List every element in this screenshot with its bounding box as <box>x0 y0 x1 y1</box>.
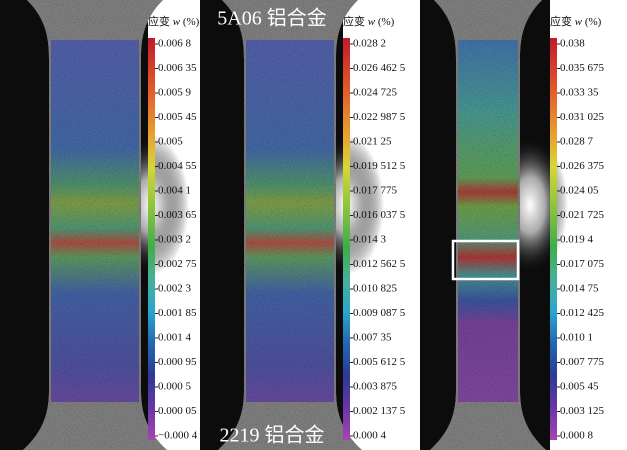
colorbar-tick-label: 0.003 125 <box>560 405 605 417</box>
strain-field <box>458 40 518 402</box>
colorbar-tick-label: 0.014 75 <box>560 283 599 295</box>
colorbar-tick-label: 0.010 1 <box>560 332 593 344</box>
colorbar-tick-label: 0.014 3 <box>353 234 387 246</box>
figure: 应变 w (%) 0.006 8 0.006 35 0.005 9 0.005 45 0.… <box>0 0 627 450</box>
colorbar-title-title: 应变 <box>148 14 170 28</box>
colorbar-tick-label: 0.007 775 <box>560 356 605 368</box>
colorbar-title-title: 应变 <box>550 14 572 28</box>
colorbar-tick-label: 0.028 7 <box>560 136 594 148</box>
colorbar-tick-label: 0.003 875 <box>353 381 398 393</box>
colorbar-tick-label: 0.022 987 5 <box>353 111 406 123</box>
colorbar-tick-label: 0.005 45 <box>158 111 197 123</box>
panel: 应变 w (%) 0.028 2 0.026 462 5 0.024 725 0.022… <box>200 0 406 450</box>
colorbar-tick-label: 0.000 5 <box>158 381 192 393</box>
colorbar-title-unit: (%) <box>582 16 602 28</box>
colorbar-tick-label: 0.035 675 <box>560 62 605 74</box>
colorbar-tick-label: 0.003 2 <box>158 234 191 246</box>
colorbar-tick-label: 0.005 45 <box>560 381 599 393</box>
colorbar-tick-label: 0.012 425 <box>560 307 605 319</box>
colorbar <box>343 38 350 440</box>
colorbar-tick-label: 0.005 9 <box>158 87 192 99</box>
colorbar-tick-label: 0.005 <box>158 136 183 148</box>
colorbar-tick-label: 0.026 462 5 <box>353 62 406 74</box>
colorbar-tick-label: 0.031 025 <box>560 111 605 123</box>
colorbar-tick-label: 0.024 725 <box>353 87 398 99</box>
colorbar-tick-label: 0.026 375 <box>560 160 605 172</box>
colorbar-tick-label: −0.000 4 <box>158 430 198 442</box>
colorbar-tick-label: 0.028 2 <box>353 38 386 50</box>
colorbar-tick-label: 0.002 137 5 <box>353 405 406 417</box>
colorbar-tick-label: 0.002 75 <box>158 258 197 270</box>
panel: 应变 w (%) 0.006 8 0.006 35 0.005 9 0.005 45 0.… <box>0 0 200 450</box>
colorbar-tick-label: 0.019 4 <box>560 234 594 246</box>
colorbar-tick-label: 0.017 075 <box>560 258 605 270</box>
colorbar-tick-label: 0.016 037 5 <box>353 209 406 221</box>
colorbar <box>148 38 155 440</box>
colorbar-tick-label: 0.010 825 <box>353 283 398 295</box>
alloy-label-top: 5A06 铝合金 <box>217 7 326 30</box>
colorbar-title-title: 应变 <box>343 14 365 28</box>
colorbar-tick-label: 0.006 8 <box>158 38 192 50</box>
colorbar <box>550 38 557 440</box>
colorbar-tick-label: 0.009 087 5 <box>353 307 406 319</box>
colorbar-tick-label: 0.007 35 <box>353 332 392 344</box>
alloy-label-bottom: 2219 铝合金 <box>220 424 325 447</box>
colorbar-tick-label: 0.017 775 <box>353 185 398 197</box>
colorbar-tick-label: 0.004 1 <box>158 185 191 197</box>
strain-field <box>51 40 139 402</box>
colorbar-tick-label: 0.033 35 <box>560 87 599 99</box>
colorbar-tick-label: 0.038 <box>560 38 585 50</box>
colorbar-tick-label: 0.000 05 <box>158 405 197 417</box>
colorbar-tick-label: 0.003 65 <box>158 209 197 221</box>
colorbar-title-unit: (%) <box>375 16 395 28</box>
colorbar-tick-label: 0.001 85 <box>158 307 197 319</box>
colorbar-title-unit: (%) <box>180 16 200 28</box>
colorbar-tick-label: 0.006 35 <box>158 62 197 74</box>
colorbar-tick-label: 0.021 725 <box>560 209 605 221</box>
colorbar-tick-label: 0.001 4 <box>158 332 192 344</box>
strain-field <box>246 40 334 402</box>
colorbar-title: 应变 w (%) <box>343 14 395 28</box>
colorbar-tick-label: 0.000 95 <box>158 356 197 368</box>
colorbar-tick-label: 0.019 512 5 <box>353 160 406 172</box>
colorbar-title: 应变 w (%) <box>148 14 200 28</box>
panel: 应变 w (%) 0.038 0.035 675 0.033 35 0.031 025 0… <box>420 0 605 450</box>
colorbar-tick-label: 0.002 3 <box>158 283 192 295</box>
colorbar-tick-label: 0.000 4 <box>353 430 387 442</box>
colorbar-tick-label: 0.021 25 <box>353 136 392 148</box>
colorbar-tick-label: 0.005 612 5 <box>353 356 406 368</box>
colorbar-tick-label: 0.012 562 5 <box>353 258 406 270</box>
colorbar-tick-label: 0.000 8 <box>560 430 594 442</box>
colorbar-tick-label: 0.004 55 <box>158 160 197 172</box>
colorbar-tick-label: 0.024 05 <box>560 185 599 197</box>
colorbar-title: 应变 w (%) <box>550 14 602 28</box>
